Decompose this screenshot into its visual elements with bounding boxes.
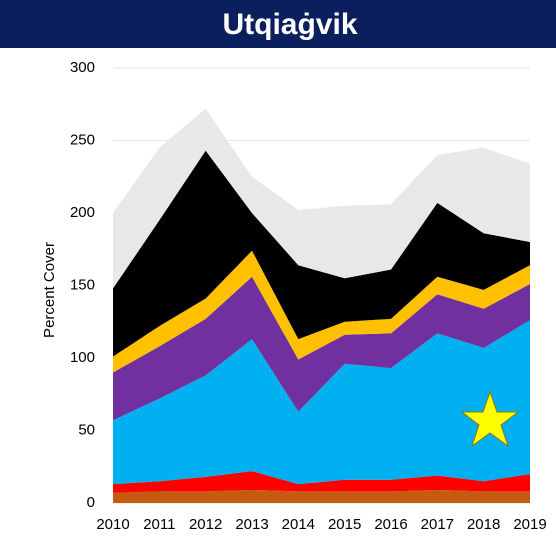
chart-title: Utqiaġvik bbox=[222, 8, 357, 41]
area bbox=[113, 108, 530, 289]
area bbox=[113, 250, 530, 373]
x-tick-label: 2012 bbox=[189, 516, 222, 533]
y-axis-label: Percent Cover bbox=[41, 242, 58, 338]
x-tick-label: 2014 bbox=[282, 516, 315, 533]
star-marker bbox=[460, 390, 520, 448]
x-tick-label: 2017 bbox=[421, 516, 454, 533]
x-tick-label: 2016 bbox=[374, 516, 407, 533]
y-tick-label: 200 bbox=[70, 204, 95, 221]
plot-area: 0 50 100 150 200 250 300 2010 2011 2012 2013 2014 20… bbox=[70, 59, 547, 533]
area bbox=[113, 471, 530, 493]
x-tick-label: 2019 bbox=[513, 516, 546, 533]
y-tick-label: 150 bbox=[70, 276, 95, 293]
area bbox=[113, 150, 530, 357]
x-tick-label: 2018 bbox=[467, 516, 500, 533]
x-tick-label: 2013 bbox=[235, 516, 268, 533]
title-banner bbox=[0, 0, 556, 48]
area bbox=[113, 489, 530, 503]
y-tick-label: 250 bbox=[70, 131, 95, 148]
area bbox=[113, 320, 530, 485]
area bbox=[113, 276, 530, 421]
y-tick-label: 100 bbox=[70, 349, 95, 366]
y-tick-label: 300 bbox=[70, 59, 95, 76]
x-tick-label: 2011 bbox=[143, 516, 175, 533]
x-tick-label: 2010 bbox=[96, 516, 129, 533]
y-tick-label: 50 bbox=[78, 421, 95, 438]
y-tick-label: 0 bbox=[87, 494, 95, 511]
x-tick-label: 2015 bbox=[328, 516, 361, 533]
